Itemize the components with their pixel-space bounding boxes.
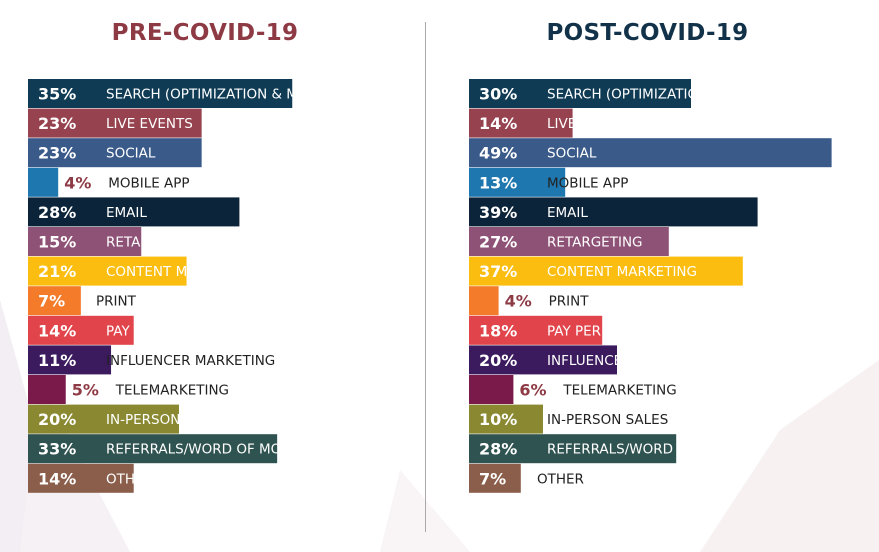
post-label-search-optimization-marketing: SEARCH (OPTIMIZATION & MARKETING) <box>547 87 813 103</box>
post-label-in-person-sales: IN-PERSON SALES <box>547 412 668 428</box>
post-covid-title: POST-COVID-19 <box>546 20 749 46</box>
post-bar-retargeting <box>469 227 669 256</box>
post-label-influencer-marketing: INFLUENCER MARKETING <box>547 353 716 369</box>
pre-value-influencer-marketing: 11% <box>38 351 76 370</box>
pre-value-retargeting: 15% <box>38 233 76 252</box>
post-label-social: SOCIAL <box>547 146 597 162</box>
pre-value-email: 28% <box>38 203 76 222</box>
post-label-live-events: LIVE EVENTS <box>547 116 634 132</box>
post-value-content-marketing: 37% <box>479 262 517 281</box>
post-bar-other <box>469 463 521 493</box>
post-covid-bar-chart: 30% SEARCH (OPTIMIZATION & MARKETING) 14% L… <box>469 79 832 493</box>
post-value-in-person-sales: 10% <box>479 410 517 429</box>
pre-value-live-events: 23% <box>38 114 76 133</box>
post-bar-email <box>469 197 758 227</box>
pre-value-in-person-sales: 20% <box>38 410 76 429</box>
pre-bar-content-marketing <box>28 256 187 286</box>
pre-label-print: PRINT <box>96 294 137 310</box>
post-value-telemarketing: 6% <box>519 381 546 400</box>
post-bar-mobile-app <box>469 167 566 197</box>
pre-label-other: OTHER <box>106 471 153 487</box>
post-bar-print <box>469 286 499 316</box>
pre-bar-retargeting <box>28 227 142 256</box>
post-value-referrals-word-of-mouth: 28% <box>479 440 517 459</box>
pre-label-content-marketing: CONTENT MARKETING <box>106 264 256 280</box>
post-label-email: EMAIL <box>547 205 588 221</box>
pre-value-pay-per-click-display-ads: 14% <box>38 321 76 340</box>
post-bar-search-optimization-marketing <box>469 79 691 108</box>
pre-bar-in-person-sales <box>28 404 179 434</box>
pre-value-mobile-app: 4% <box>64 173 91 192</box>
post-value-retargeting: 27% <box>479 233 517 252</box>
pre-covid-bar-chart: 35% SEARCH (OPTIMIZATION & MARKETING) 23% L… <box>28 79 372 493</box>
pre-bar-social <box>28 138 202 168</box>
post-bar-in-person-sales <box>469 404 543 434</box>
post-label-telemarketing: TELEMARKETING <box>562 383 676 399</box>
post-value-social: 49% <box>479 144 517 163</box>
pre-covid-title: PRE-COVID-19 <box>111 20 299 46</box>
post-bar-pay-per-click-display-ads <box>469 315 603 345</box>
pre-bar-referrals-word-of-mouth <box>28 434 278 464</box>
post-label-referrals-word-of-mouth: REFERRALS/WORD OF MOUTH <box>547 442 751 458</box>
pre-bar-live-events <box>28 108 202 138</box>
post-value-other: 7% <box>479 469 506 488</box>
post-label-retargeting: RETARGETING <box>547 235 643 251</box>
pre-label-live-events: LIVE EVENTS <box>106 116 193 132</box>
post-bar-live-events <box>469 108 573 138</box>
post-value-pay-per-click-display-ads: 18% <box>479 321 517 340</box>
pre-bar-search-optimization-marketing <box>28 79 293 108</box>
post-value-print: 4% <box>505 292 532 311</box>
pre-value-telemarketing: 5% <box>72 381 99 400</box>
pre-value-social: 23% <box>38 144 76 163</box>
pre-value-print: 7% <box>38 292 65 311</box>
pre-value-content-marketing: 21% <box>38 262 76 281</box>
post-bar-content-marketing <box>469 256 743 286</box>
pre-bar-influencer-marketing <box>28 345 112 375</box>
pre-bar-pay-per-click-display-ads <box>28 315 134 345</box>
pre-label-email: EMAIL <box>106 205 147 221</box>
pre-label-referrals-word-of-mouth: REFERRALS/WORD OF MOUTH <box>106 442 310 458</box>
pre-value-referrals-word-of-mouth: 33% <box>38 440 76 459</box>
panel-divider <box>425 22 426 532</box>
post-bar-social <box>469 138 832 168</box>
pre-label-telemarketing: TELEMARKETING <box>115 383 229 399</box>
pre-label-influencer-marketing: INFLUENCER MARKETING <box>106 353 275 369</box>
pre-label-pay-per-click-display-ads: PAY PER CLICK/DISPLAY ADS <box>106 323 296 339</box>
post-value-live-events: 14% <box>479 114 517 133</box>
pre-label-retargeting: RETARGETING <box>106 235 202 251</box>
post-value-search-optimization-marketing: 30% <box>479 85 517 104</box>
post-label-pay-per-click-display-ads: PAY PER CLICK/DISPLAY ADS <box>547 323 737 339</box>
post-value-mobile-app: 13% <box>479 173 517 192</box>
pre-value-search-optimization-marketing: 35% <box>38 85 76 104</box>
post-label-content-marketing: CONTENT MARKETING <box>547 264 697 280</box>
post-bar-telemarketing <box>469 375 514 404</box>
pre-label-in-person-sales: IN-PERSON SALES <box>106 412 227 428</box>
post-value-influencer-marketing: 20% <box>479 351 517 370</box>
post-bar-influencer-marketing <box>469 345 617 375</box>
pre-bar-email <box>28 197 240 227</box>
pre-bar-telemarketing <box>28 375 66 404</box>
post-value-email: 39% <box>479 203 517 222</box>
post-label-other: OTHER <box>537 471 584 487</box>
post-label-mobile-app: MOBILE APP <box>547 175 628 191</box>
post-label-print: PRINT <box>549 294 590 310</box>
pre-label-social: SOCIAL <box>106 146 156 162</box>
post-bar-referrals-word-of-mouth <box>469 434 677 464</box>
pre-label-mobile-app: MOBILE APP <box>108 175 189 191</box>
pre-bar-mobile-app <box>28 167 59 197</box>
pre-label-search-optimization-marketing: SEARCH (OPTIMIZATION & MARKETING) <box>106 87 372 103</box>
pre-bar-other <box>28 463 134 493</box>
pre-value-other: 14% <box>38 469 76 488</box>
pre-bar-print <box>28 286 81 316</box>
